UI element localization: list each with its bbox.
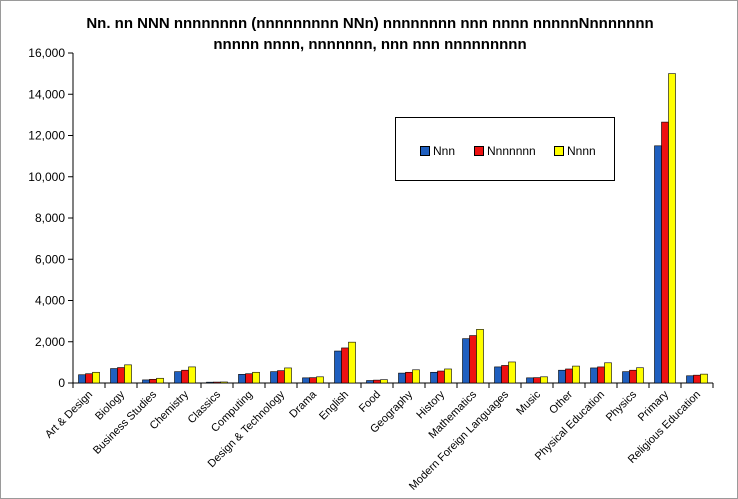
bar bbox=[405, 371, 413, 384]
bar bbox=[124, 364, 132, 384]
legend-swatch-series-3 bbox=[554, 145, 564, 156]
bar bbox=[398, 372, 406, 384]
legend-swatch-series-1 bbox=[420, 145, 430, 156]
y-tick-label: 14,000 bbox=[28, 87, 65, 101]
bar bbox=[437, 370, 445, 384]
bar bbox=[142, 379, 150, 384]
x-tick-label: English bbox=[317, 389, 351, 423]
bar bbox=[188, 366, 196, 384]
bar bbox=[270, 371, 278, 384]
bar bbox=[117, 367, 125, 384]
bar bbox=[686, 375, 694, 384]
bar bbox=[309, 377, 317, 384]
chart-subtitle: nnnnn nnnn, nnnnnnn, nnn nnn nnnnnnnnn bbox=[213, 36, 527, 53]
y-tick-label: 2,000 bbox=[35, 335, 65, 349]
bar bbox=[700, 373, 708, 384]
bar bbox=[341, 347, 349, 384]
y-tick-label: 10,000 bbox=[28, 170, 65, 184]
bar bbox=[597, 366, 605, 384]
bar bbox=[174, 371, 182, 384]
legend-label-series-1: Nnn bbox=[433, 144, 456, 158]
bar bbox=[476, 329, 484, 384]
y-tick-label: 8,000 bbox=[35, 211, 65, 225]
bar bbox=[366, 380, 374, 384]
bar bbox=[92, 371, 100, 384]
x-tick-label: Music bbox=[514, 388, 543, 417]
bar bbox=[540, 376, 548, 384]
bar bbox=[213, 381, 221, 384]
y-tick-label: 4,000 bbox=[35, 294, 65, 308]
bar bbox=[604, 362, 612, 384]
legend-item-series-1: Nnn bbox=[420, 144, 456, 158]
bar bbox=[494, 366, 502, 384]
bar bbox=[469, 335, 477, 384]
bar bbox=[85, 373, 93, 384]
legend-item-series-2: Nnnnnnn bbox=[474, 144, 536, 158]
bar bbox=[629, 369, 637, 384]
bar bbox=[430, 371, 438, 384]
bar bbox=[462, 338, 470, 384]
bar bbox=[277, 370, 285, 384]
bar bbox=[533, 377, 541, 384]
bar bbox=[110, 368, 118, 384]
y-tick-label: 16,000 bbox=[28, 46, 65, 60]
bar bbox=[668, 73, 676, 384]
bar bbox=[380, 379, 388, 384]
bar bbox=[622, 371, 630, 384]
bar bbox=[302, 377, 310, 384]
x-tick-label: Other bbox=[547, 388, 575, 416]
legend: Nnn Nnnnnnn Nnnn bbox=[395, 117, 615, 181]
legend-label-series-2: Nnnnnnn bbox=[487, 144, 536, 158]
y-tick-label: 6,000 bbox=[35, 252, 65, 266]
bar bbox=[508, 361, 516, 384]
bar bbox=[206, 381, 214, 384]
bar bbox=[220, 381, 228, 384]
legend-label-series-3: Nnnn bbox=[567, 144, 596, 158]
x-tick-label: Food bbox=[357, 389, 383, 415]
y-tick-label: 12,000 bbox=[28, 129, 65, 143]
bar bbox=[558, 369, 566, 384]
bar bbox=[316, 376, 324, 384]
bar bbox=[572, 365, 580, 384]
x-tick-label: Physics bbox=[604, 388, 640, 424]
bar bbox=[501, 365, 509, 384]
bar bbox=[590, 367, 598, 384]
bar bbox=[156, 377, 164, 384]
bar bbox=[252, 371, 260, 384]
bar bbox=[636, 367, 644, 384]
bar bbox=[284, 367, 292, 384]
bar bbox=[412, 369, 420, 384]
bar bbox=[238, 374, 246, 384]
bar bbox=[444, 368, 452, 384]
bar bbox=[654, 145, 662, 384]
bar bbox=[181, 369, 189, 384]
bar bbox=[334, 350, 342, 384]
bar bbox=[245, 373, 253, 384]
bar bbox=[149, 378, 157, 384]
x-tick-label: Drama bbox=[287, 388, 319, 420]
bar bbox=[78, 374, 86, 384]
bar bbox=[373, 379, 381, 384]
bar bbox=[526, 377, 534, 384]
x-tick-label: Art & Design bbox=[43, 389, 95, 441]
bar bbox=[565, 368, 573, 384]
legend-item-series-3: Nnnn bbox=[554, 144, 596, 158]
bar bbox=[661, 121, 669, 384]
y-tick-label: 0 bbox=[58, 376, 65, 390]
bar bbox=[348, 341, 356, 384]
bar bbox=[693, 374, 701, 384]
chart-title: Nn. nn NNN nnnnnnnn (nnnnnnnnn NNn) nnnn… bbox=[86, 15, 654, 32]
legend-swatch-series-2 bbox=[474, 145, 484, 156]
